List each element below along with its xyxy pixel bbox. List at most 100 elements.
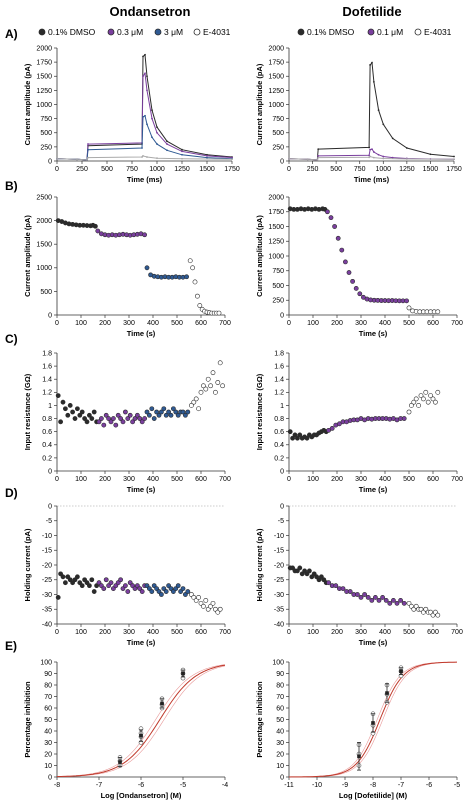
data-point bbox=[210, 370, 216, 376]
data-point bbox=[391, 156, 394, 159]
y-tick-label: -5 bbox=[46, 518, 52, 525]
x-tick-label: 500 bbox=[171, 476, 183, 483]
data-point bbox=[58, 419, 63, 425]
data-point bbox=[139, 419, 145, 425]
y-tick-label: 1250 bbox=[268, 88, 284, 95]
data-point bbox=[67, 403, 73, 408]
data-point bbox=[401, 416, 407, 421]
y-tick-label: 500 bbox=[40, 130, 52, 137]
data-point bbox=[339, 247, 345, 253]
legend-label-dmso: 0.1% DMSO bbox=[307, 27, 355, 37]
data-point bbox=[63, 406, 68, 412]
x-axis-label: Time (s) bbox=[359, 485, 388, 494]
y-tick-label: -20 bbox=[274, 562, 284, 569]
chart-b-right: 0 100 200 300 400 500 600 700 0 250 500 750 1000 1250… bbox=[255, 194, 463, 338]
x-tick-label: 300 bbox=[355, 476, 367, 483]
data-point bbox=[372, 595, 378, 600]
y-tick-label: 20 bbox=[44, 751, 52, 758]
chart-c-right: 0 100 200 300 400 500 600 700 0 0.2 0.4 0.6 0.8 1 1.2 1… bbox=[255, 350, 463, 494]
x-tick-label: 1000 bbox=[149, 166, 165, 173]
y-tick-label: 1.6 bbox=[274, 364, 284, 371]
y-tick-label: 1.2 bbox=[274, 390, 284, 397]
y-tick-label: 250 bbox=[40, 144, 52, 151]
data-point bbox=[418, 393, 424, 399]
data-point bbox=[156, 157, 158, 160]
legend-label-0-1um: 0.1 μM bbox=[377, 27, 403, 37]
y-tick-label: 1000 bbox=[36, 265, 52, 272]
data-point bbox=[175, 583, 181, 589]
data-point bbox=[336, 421, 342, 427]
x-tick-label: 0 bbox=[287, 476, 291, 483]
data-point bbox=[118, 416, 123, 421]
mean-point bbox=[399, 669, 403, 673]
data-point bbox=[203, 386, 209, 392]
data-point bbox=[188, 403, 194, 408]
x-tick-label: 0 bbox=[55, 166, 59, 173]
data-point bbox=[190, 265, 195, 271]
y-axis-label: Input resistance (GΩ) bbox=[255, 373, 264, 450]
x-tick-label: 300 bbox=[123, 476, 135, 483]
data-point bbox=[137, 416, 143, 421]
chart-d-left: 0 100 200 300 400 500 600 700 -40 -35 -30 -25 -20 -15… bbox=[23, 503, 231, 647]
y-tick-label: 1.2 bbox=[42, 390, 52, 397]
y-tick-label: 1.8 bbox=[274, 350, 284, 357]
charts-layer: 0 250 500 750 1000 1250 1500 175002505007501000… bbox=[23, 45, 463, 800]
data-point bbox=[292, 432, 298, 438]
data-point bbox=[156, 131, 158, 134]
y-tick-label: 20 bbox=[276, 751, 284, 758]
data-point bbox=[358, 595, 364, 600]
y-tick-label: 50 bbox=[276, 717, 284, 724]
x-tick-label: 500 bbox=[171, 320, 183, 327]
data-point bbox=[290, 435, 295, 441]
chart-c-left: 0 100 200 300 400 500 600 700 0 0.2 0.4 0.6 0.8 1 1.2 1… bbox=[23, 350, 231, 494]
data-point bbox=[372, 156, 375, 159]
x-tick-label: 750 bbox=[354, 166, 366, 173]
data-point bbox=[144, 53, 146, 56]
legend-label-dmso: 0.1% DMSO bbox=[48, 27, 96, 37]
data-point bbox=[197, 303, 203, 308]
data-point bbox=[368, 146, 371, 149]
data-point bbox=[200, 603, 206, 609]
x-tick-label: 400 bbox=[379, 476, 391, 483]
x-tick-label: -6 bbox=[426, 782, 432, 789]
data-point bbox=[380, 595, 385, 600]
y-tick-label: 2000 bbox=[36, 218, 52, 225]
data-point bbox=[208, 383, 213, 389]
y-axis-label: Current amplitude (pA) bbox=[23, 215, 32, 297]
data-point bbox=[371, 148, 373, 151]
data-point bbox=[96, 419, 102, 425]
y-tick-label: 1.4 bbox=[274, 377, 284, 384]
y-tick-label: -35 bbox=[42, 607, 52, 614]
data-point bbox=[70, 409, 75, 415]
data-point bbox=[435, 309, 441, 315]
x-tick-label: 200 bbox=[99, 476, 111, 483]
data-point bbox=[60, 574, 66, 580]
y-tick-label: 750 bbox=[40, 116, 52, 123]
data-point bbox=[146, 412, 152, 418]
data-point bbox=[142, 55, 144, 58]
y-axis-label: Current amplitude (pA) bbox=[23, 63, 32, 145]
data-point bbox=[185, 589, 191, 594]
data-point bbox=[79, 583, 85, 589]
x-tick-label: -5 bbox=[180, 782, 186, 789]
legend-marker-dmso bbox=[297, 28, 305, 36]
x-tick-label: 200 bbox=[331, 629, 343, 636]
data-point bbox=[429, 153, 432, 156]
data-point bbox=[91, 409, 97, 415]
data-point bbox=[398, 598, 403, 603]
y-tick-label: 500 bbox=[272, 283, 284, 290]
legend-label-e4031: E-4031 bbox=[203, 27, 231, 37]
y-tick-label: 0 bbox=[48, 503, 52, 510]
data-point bbox=[200, 383, 206, 389]
x-axis-label: Time (s) bbox=[127, 485, 156, 494]
data-point bbox=[376, 598, 382, 603]
data-point bbox=[103, 577, 109, 583]
data-point bbox=[332, 224, 337, 229]
data-point bbox=[413, 396, 419, 402]
data-point bbox=[161, 406, 167, 412]
data-point bbox=[182, 412, 188, 418]
data-point bbox=[146, 123, 148, 126]
data-point bbox=[196, 406, 201, 412]
x-tick-label: 700 bbox=[219, 629, 231, 636]
data-point bbox=[435, 389, 441, 395]
